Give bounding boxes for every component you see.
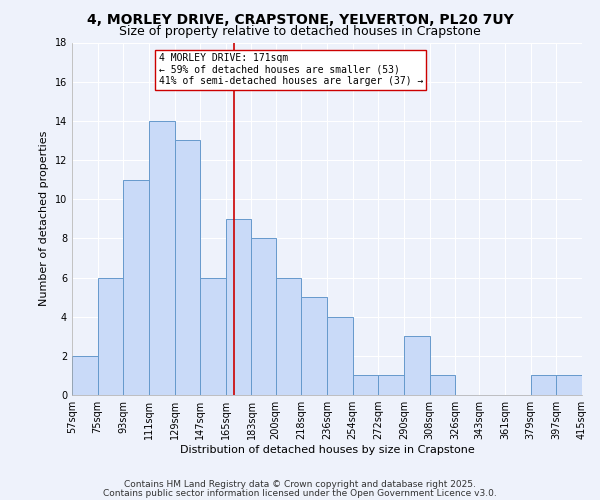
Bar xyxy=(72,356,98,395)
Bar xyxy=(200,278,226,395)
Bar xyxy=(98,278,123,395)
Bar xyxy=(276,278,301,395)
Text: Contains public sector information licensed under the Open Government Licence v3: Contains public sector information licen… xyxy=(103,488,497,498)
Bar xyxy=(531,376,556,395)
Bar xyxy=(175,140,200,395)
Bar xyxy=(430,376,455,395)
Bar xyxy=(353,376,378,395)
Bar xyxy=(378,376,404,395)
Y-axis label: Number of detached properties: Number of detached properties xyxy=(39,131,49,306)
Text: 4, MORLEY DRIVE, CRAPSTONE, YELVERTON, PL20 7UY: 4, MORLEY DRIVE, CRAPSTONE, YELVERTON, P… xyxy=(86,12,514,26)
Text: 4 MORLEY DRIVE: 171sqm
← 59% of detached houses are smaller (53)
41% of semi-det: 4 MORLEY DRIVE: 171sqm ← 59% of detached… xyxy=(158,53,423,86)
Bar xyxy=(123,180,149,395)
Bar xyxy=(149,121,175,395)
Bar xyxy=(301,297,327,395)
Bar xyxy=(327,316,353,395)
Bar xyxy=(404,336,430,395)
Text: Size of property relative to detached houses in Crapstone: Size of property relative to detached ho… xyxy=(119,25,481,38)
Bar xyxy=(251,238,276,395)
Text: Contains HM Land Registry data © Crown copyright and database right 2025.: Contains HM Land Registry data © Crown c… xyxy=(124,480,476,489)
X-axis label: Distribution of detached houses by size in Crapstone: Distribution of detached houses by size … xyxy=(179,445,475,455)
Bar xyxy=(226,219,251,395)
Bar xyxy=(556,376,582,395)
